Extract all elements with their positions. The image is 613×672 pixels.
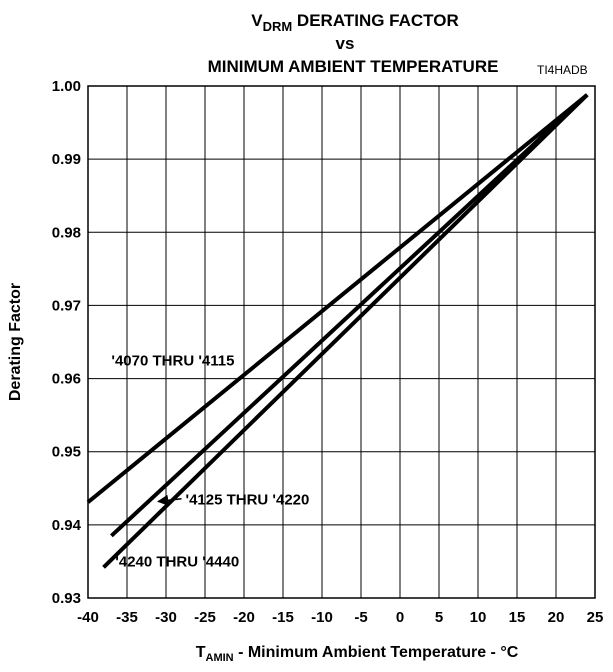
x-tick-label: 25 [587, 609, 604, 626]
series-line-1 [86, 93, 589, 504]
figure-code: TI4HADB [537, 63, 588, 77]
y-tick-labels: 0.93 0.94 0.95 0.96 0.97 0.98 0.99 1.00 [52, 78, 82, 607]
x-tick-label: -30 [155, 609, 177, 626]
plot-frame [87, 85, 596, 599]
series-annotation-2: '4125 THRU '4220 [186, 491, 310, 508]
x-tick-label: 5 [435, 609, 443, 626]
series-annotations: '4070 THRU '4115 '4125 THRU '4220 '4240 TH… [111, 352, 309, 570]
y-tick-label: 0.93 [52, 590, 81, 607]
y-tick-label: 0.99 [52, 151, 81, 168]
x-tick-labels: -40 -35 -30 -25 -20 -15 -10 -5 0 5 10 15 20 25 [77, 609, 603, 626]
y-tick-label: 0.95 [52, 444, 81, 461]
x-tick-label: -25 [194, 609, 216, 626]
x-tick-label: -5 [354, 609, 367, 626]
x-tick-label: 0 [396, 609, 404, 626]
x-tick-label: -20 [233, 609, 255, 626]
x-tick-label: 20 [548, 609, 565, 626]
series-line-3 [102, 93, 589, 569]
x-tick-label: -35 [116, 609, 138, 626]
y-tick-label: 0.97 [52, 297, 81, 314]
series-line-2 [110, 93, 589, 538]
series-annotation-3: '4240 THRU '4440 [115, 553, 239, 570]
x-tick-label: -10 [311, 609, 333, 626]
x-tick-label: 10 [470, 609, 487, 626]
series-annotation-1: '4070 THRU '4115 [111, 352, 234, 369]
y-tick-label: 0.94 [52, 517, 82, 534]
x-tick-label: 15 [509, 609, 526, 626]
chart-title-line3: MINIMUM AMBIENT TEMPERATURE [208, 57, 499, 76]
y-tick-label: 1.00 [52, 78, 81, 95]
series-lines [86, 93, 589, 569]
annotation-arrow [157, 494, 182, 506]
grid-lines [88, 86, 595, 598]
y-tick-label: 0.96 [52, 371, 81, 388]
y-axis-title: Derating Factor [7, 283, 24, 401]
x-tick-label: -40 [77, 609, 99, 626]
x-tick-label: -15 [272, 609, 294, 626]
chart-title-line2: vs [336, 34, 355, 53]
x-axis-title: TAMIN - Minimum Ambient Temperature - °C [196, 644, 519, 664]
chart-title-line1: VDRM DERATING FACTOR [251, 11, 459, 34]
y-tick-label: 0.98 [52, 224, 81, 241]
